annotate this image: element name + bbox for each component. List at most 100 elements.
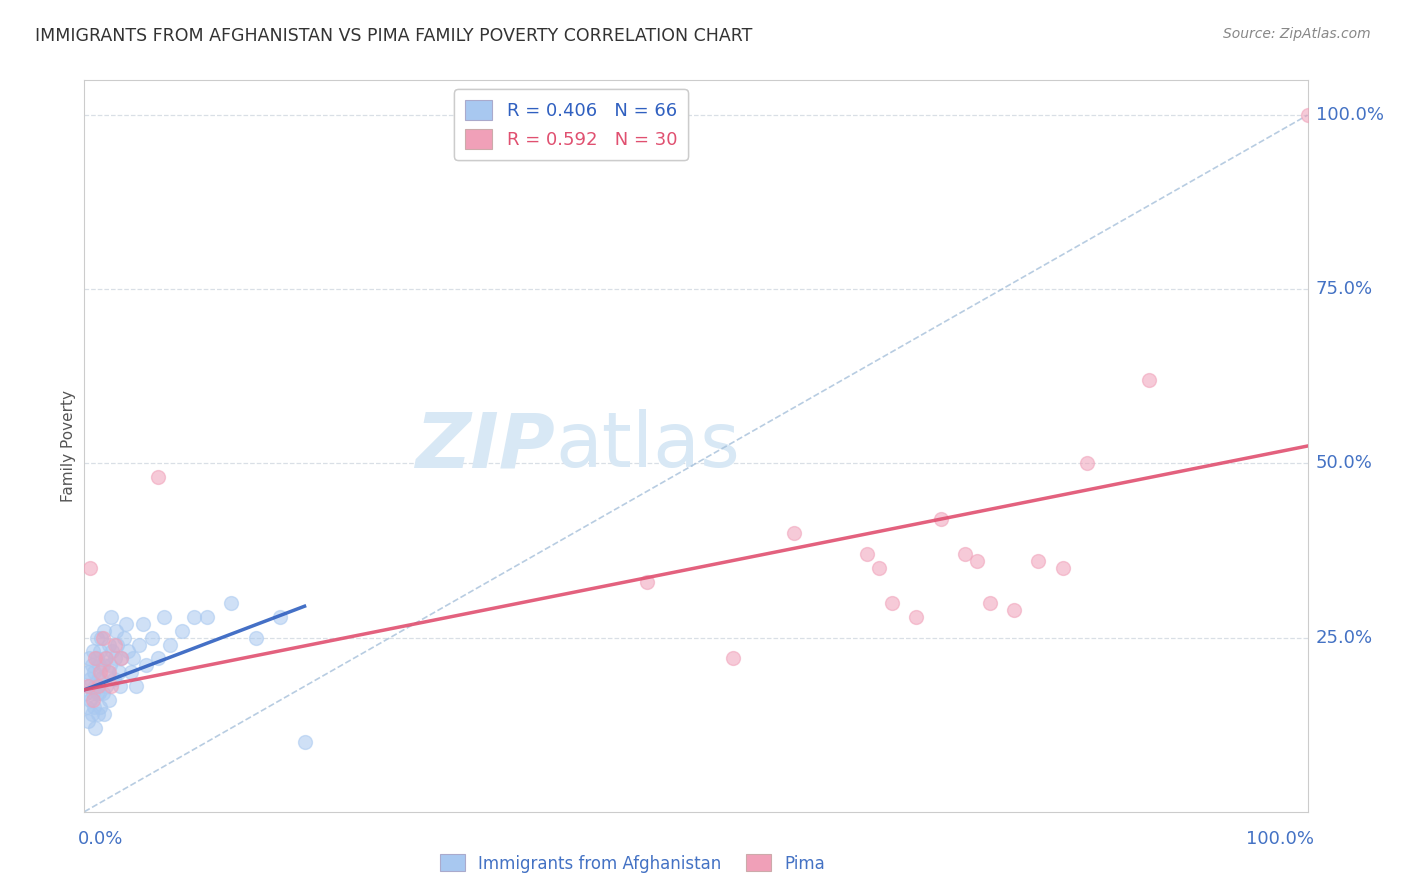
Legend: Immigrants from Afghanistan, Pima: Immigrants from Afghanistan, Pima xyxy=(433,847,832,880)
Point xyxy=(905,609,928,624)
Point xyxy=(80,707,103,722)
Point xyxy=(89,665,111,680)
Point xyxy=(636,574,658,589)
Point xyxy=(87,658,110,673)
Point xyxy=(89,700,111,714)
Point xyxy=(84,679,107,693)
Point xyxy=(105,624,128,638)
Point xyxy=(115,616,138,631)
Point xyxy=(96,679,118,693)
Point xyxy=(87,707,110,722)
Point xyxy=(104,651,127,665)
Point xyxy=(1296,108,1319,122)
Point xyxy=(86,651,108,665)
Text: 0.0%: 0.0% xyxy=(79,830,124,848)
Point xyxy=(108,679,131,693)
Point xyxy=(86,686,108,700)
Point xyxy=(128,638,150,652)
Point xyxy=(219,596,242,610)
Point xyxy=(82,686,104,700)
Point xyxy=(100,679,122,693)
Point xyxy=(77,651,100,665)
Point xyxy=(97,638,120,652)
Point xyxy=(721,651,744,665)
Point xyxy=(120,665,142,680)
Text: 50.0%: 50.0% xyxy=(1316,454,1372,473)
Text: 100.0%: 100.0% xyxy=(1246,830,1313,848)
Point xyxy=(105,638,128,652)
Point xyxy=(172,624,194,638)
Point xyxy=(82,644,104,658)
Point xyxy=(87,686,110,700)
Point xyxy=(91,658,114,673)
Point xyxy=(98,658,121,673)
Text: 75.0%: 75.0% xyxy=(1316,280,1374,298)
Point xyxy=(117,644,139,658)
Point xyxy=(1137,373,1160,387)
Point xyxy=(77,679,100,693)
Point xyxy=(93,707,115,722)
Point xyxy=(135,658,157,673)
Point xyxy=(87,679,110,693)
Point xyxy=(97,693,120,707)
Point xyxy=(110,651,132,665)
Text: ZIP: ZIP xyxy=(416,409,555,483)
Y-axis label: Family Poverty: Family Poverty xyxy=(60,390,76,502)
Point xyxy=(1028,554,1050,568)
Point xyxy=(86,631,108,645)
Text: IMMIGRANTS FROM AFGHANISTAN VS PIMA FAMILY POVERTY CORRELATION CHART: IMMIGRANTS FROM AFGHANISTAN VS PIMA FAMI… xyxy=(35,27,752,45)
Point xyxy=(1052,561,1074,575)
Point xyxy=(953,547,976,561)
Point xyxy=(89,644,111,658)
Text: atlas: atlas xyxy=(555,409,740,483)
Point xyxy=(75,686,97,700)
Point xyxy=(929,512,952,526)
Point xyxy=(79,561,101,575)
Point xyxy=(91,631,114,645)
Text: 100.0%: 100.0% xyxy=(1316,106,1384,124)
Point xyxy=(90,631,112,645)
Point xyxy=(87,673,110,687)
Point xyxy=(82,693,104,707)
Point xyxy=(294,735,316,749)
Point xyxy=(856,547,879,561)
Point xyxy=(783,526,806,541)
Point xyxy=(269,609,291,624)
Point xyxy=(141,631,163,645)
Point xyxy=(77,665,100,680)
Point xyxy=(77,679,100,693)
Point xyxy=(245,631,267,645)
Point xyxy=(880,596,903,610)
Legend: R = 0.406   N = 66, R = 0.592   N = 30: R = 0.406 N = 66, R = 0.592 N = 30 xyxy=(454,89,688,160)
Point xyxy=(112,631,135,645)
Point xyxy=(94,651,117,665)
Point xyxy=(132,616,155,631)
Point xyxy=(146,470,169,484)
Point xyxy=(110,651,132,665)
Point xyxy=(153,609,176,624)
Point xyxy=(83,665,105,680)
Text: 25.0%: 25.0% xyxy=(1316,629,1374,647)
Point xyxy=(97,665,120,680)
Point xyxy=(90,673,112,687)
Point xyxy=(979,596,1001,610)
Point xyxy=(101,644,124,658)
Point xyxy=(84,721,107,735)
Point xyxy=(103,673,125,687)
Point xyxy=(76,700,98,714)
Point xyxy=(146,651,169,665)
Point xyxy=(79,693,101,707)
Point xyxy=(1076,457,1098,471)
Point xyxy=(97,665,120,680)
Point xyxy=(125,679,148,693)
Point xyxy=(77,714,100,728)
Point xyxy=(83,700,105,714)
Point xyxy=(107,665,129,680)
Point xyxy=(80,658,103,673)
Point xyxy=(91,686,114,700)
Point xyxy=(96,651,118,665)
Text: Source: ZipAtlas.com: Source: ZipAtlas.com xyxy=(1223,27,1371,41)
Point xyxy=(159,638,181,652)
Point xyxy=(122,651,145,665)
Point xyxy=(869,561,891,575)
